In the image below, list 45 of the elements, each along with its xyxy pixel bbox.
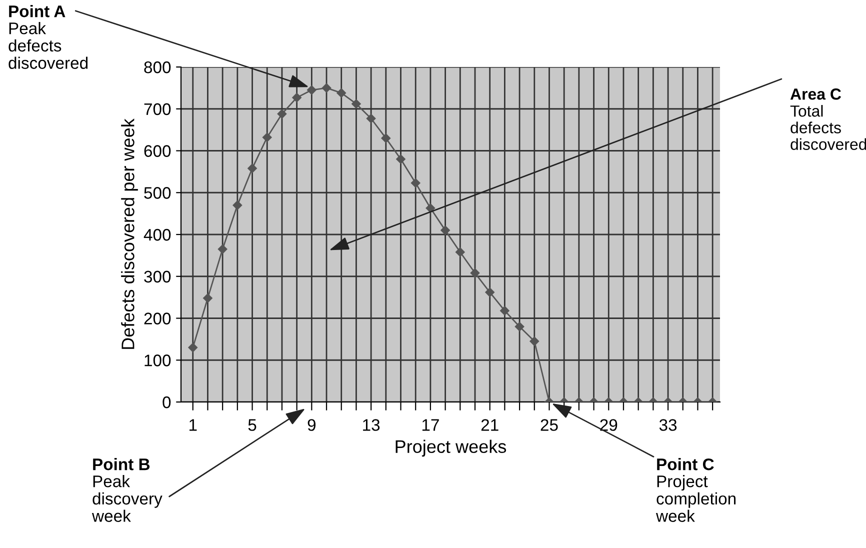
point bbox=[381, 134, 391, 143]
point bbox=[456, 247, 465, 257]
point bbox=[366, 114, 376, 124]
point bbox=[440, 226, 450, 235]
annotation: Point A Peak defects discovered bbox=[8, 5, 88, 69]
x-tick-label: 5 bbox=[248, 419, 256, 431]
y-axis-title: Defects discovered per week bbox=[121, 118, 138, 349]
y-tick-label: 600 bbox=[144, 145, 171, 157]
text: Area C Total defects discovered bbox=[790, 88, 866, 150]
point bbox=[262, 132, 272, 142]
point bbox=[485, 288, 494, 297]
point bbox=[292, 92, 302, 102]
y-tick-label: 500 bbox=[144, 187, 171, 199]
x-tick-label: 25 bbox=[540, 419, 558, 431]
x-tick-label: 9 bbox=[308, 419, 316, 431]
x-axis-title: Project weeks bbox=[396, 440, 506, 457]
point bbox=[322, 83, 332, 93]
point bbox=[470, 268, 480, 278]
point bbox=[336, 88, 346, 98]
y-tick-label: 0 bbox=[162, 396, 171, 408]
x-tick-label: 13 bbox=[363, 419, 380, 431]
x-tick-label: 33 bbox=[659, 419, 677, 431]
x-tick-label: 29 bbox=[600, 419, 618, 431]
y-tick-label: 100 bbox=[144, 354, 171, 366]
point bbox=[500, 306, 510, 316]
point bbox=[426, 203, 436, 213]
x-tick-label: 21 bbox=[481, 419, 498, 431]
y-tick-label: 300 bbox=[144, 270, 171, 283]
x-tick-label: 17 bbox=[422, 419, 439, 431]
point bbox=[218, 244, 228, 254]
point bbox=[352, 99, 361, 108]
annotation: Point C Project completion week bbox=[656, 458, 736, 522]
point bbox=[277, 109, 287, 119]
x-tick-label: 1 bbox=[190, 419, 197, 431]
y-tick-label: 200 bbox=[144, 312, 171, 324]
point bbox=[410, 178, 420, 188]
point bbox=[248, 164, 257, 173]
y-tick-label: 400 bbox=[144, 228, 171, 241]
text: Point B Peak discovery week bbox=[92, 458, 162, 522]
point bbox=[203, 294, 212, 303]
y-tick-label: 800 bbox=[144, 61, 171, 74]
point bbox=[232, 200, 242, 210]
y-tick-label: 700 bbox=[144, 103, 171, 116]
point bbox=[396, 154, 406, 164]
point bbox=[307, 85, 316, 95]
